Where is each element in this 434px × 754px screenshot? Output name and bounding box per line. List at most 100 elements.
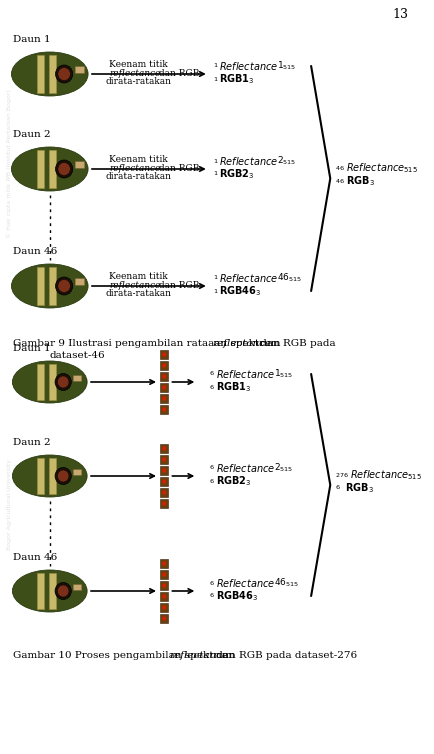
Bar <box>37 458 44 494</box>
Circle shape <box>162 374 166 379</box>
Text: $_6$: $_6$ <box>334 483 340 492</box>
Text: reflectance: reflectance <box>109 281 160 290</box>
Text: reflectance: reflectance <box>212 339 271 348</box>
Text: $\mathit{2}$$_{515}$: $\mathit{2}$$_{515}$ <box>273 461 293 474</box>
Circle shape <box>58 163 70 176</box>
Bar <box>49 267 56 305</box>
Text: $_{1}$: $_{1}$ <box>212 274 217 283</box>
Bar <box>37 364 44 400</box>
Text: dan RGB: dan RGB <box>156 69 199 78</box>
Bar <box>160 394 168 403</box>
Bar <box>49 55 56 93</box>
Circle shape <box>162 407 166 412</box>
Circle shape <box>162 363 166 368</box>
FancyBboxPatch shape <box>75 161 84 168</box>
Bar <box>160 405 168 414</box>
Text: $_{1}$: $_{1}$ <box>212 157 217 165</box>
FancyBboxPatch shape <box>75 279 84 285</box>
Text: $_{6}$: $_{6}$ <box>208 382 214 391</box>
Ellipse shape <box>13 570 87 612</box>
Text: $\mathit{Reflectance}$: $\mathit{Reflectance}$ <box>216 462 275 474</box>
Text: Daun 2: Daun 2 <box>13 438 51 447</box>
Bar <box>160 477 168 486</box>
Circle shape <box>57 376 69 388</box>
Text: $\mathit{Reflectance}$: $\mathit{Reflectance}$ <box>219 60 278 72</box>
Text: Keenam titik: Keenam titik <box>109 272 168 281</box>
Text: Daun 46: Daun 46 <box>13 553 58 562</box>
Text: $\mathit{Reflectance}_{515}$: $\mathit{Reflectance}_{515}$ <box>349 468 421 482</box>
Text: $\mathit{1}$$_{515}$: $\mathit{1}$$_{515}$ <box>276 60 295 72</box>
Bar <box>160 361 168 370</box>
Ellipse shape <box>13 361 87 403</box>
Text: Daun 1: Daun 1 <box>13 344 51 353</box>
Text: reflectance: reflectance <box>169 651 228 661</box>
Circle shape <box>162 594 166 599</box>
Bar <box>160 383 168 392</box>
Circle shape <box>57 470 69 482</box>
Text: $\mathbf{RGB46}$$_3$: $\mathbf{RGB46}$$_3$ <box>219 284 261 298</box>
Bar <box>49 573 56 609</box>
Text: 13: 13 <box>391 8 407 20</box>
Text: $_{1}$: $_{1}$ <box>212 170 217 179</box>
Text: dan RGB: dan RGB <box>156 164 199 173</box>
Bar <box>160 488 168 497</box>
FancyBboxPatch shape <box>73 470 82 475</box>
Text: $\mathbf{RGB}_3$: $\mathbf{RGB}_3$ <box>344 481 372 495</box>
Text: dirata-ratakan: dirata-ratakan <box>105 172 171 181</box>
Text: $_{1}$: $_{1}$ <box>212 75 217 84</box>
Bar <box>49 150 56 188</box>
Text: Bogor Agricultural University: Bogor Agricultural University <box>7 458 12 550</box>
Text: $\mathbf{RGB1}$$_3$: $\mathbf{RGB1}$$_3$ <box>219 72 254 86</box>
Bar <box>49 458 56 494</box>
Circle shape <box>162 605 166 610</box>
Circle shape <box>162 501 166 506</box>
Ellipse shape <box>11 147 88 191</box>
Text: reflectance: reflectance <box>109 164 160 173</box>
Circle shape <box>56 277 72 295</box>
Text: Daun 2: Daun 2 <box>13 130 51 139</box>
Circle shape <box>55 373 71 391</box>
Circle shape <box>55 467 71 485</box>
Text: $\mathit{1}$$_{515}$: $\mathit{1}$$_{515}$ <box>273 368 293 380</box>
Text: $\mathit{Reflectance}$: $\mathit{Reflectance}$ <box>219 272 278 284</box>
Text: $\mathit{46}$$_{515}$: $\mathit{46}$$_{515}$ <box>276 271 301 284</box>
Ellipse shape <box>11 52 88 96</box>
Text: $_{46}$: $_{46}$ <box>334 177 344 186</box>
Bar <box>160 581 168 590</box>
Text: $\mathit{2}$$_{515}$: $\mathit{2}$$_{515}$ <box>276 155 295 167</box>
Text: $_{1}$: $_{1}$ <box>212 287 217 296</box>
Text: $_{6}$: $_{6}$ <box>208 578 214 587</box>
Text: Daun 46: Daun 46 <box>13 247 58 256</box>
FancyBboxPatch shape <box>73 584 82 590</box>
Text: Gambar 10 Proses pengambilan spektrum: Gambar 10 Proses pengambilan spektrum <box>13 651 238 661</box>
Bar <box>37 150 44 188</box>
Circle shape <box>162 352 166 357</box>
Ellipse shape <box>13 455 87 497</box>
Text: Keenam titik: Keenam titik <box>109 155 168 164</box>
Circle shape <box>162 446 166 451</box>
Circle shape <box>162 457 166 461</box>
Text: $_{6}$: $_{6}$ <box>208 477 214 486</box>
Text: © Hak cipta milik IPB (Institut Pertanian Bogor): © Hak cipta milik IPB (Institut Pertania… <box>7 90 12 238</box>
Text: $\mathbf{RGB1}$$_3$: $\mathbf{RGB1}$$_3$ <box>216 380 251 394</box>
Text: Keenam titik: Keenam titik <box>109 60 168 69</box>
Text: $\mathbf{RGB46}$$_3$: $\mathbf{RGB46}$$_3$ <box>216 589 258 603</box>
Circle shape <box>58 280 70 293</box>
Text: $\mathbf{RGB2}$$_3$: $\mathbf{RGB2}$$_3$ <box>216 474 251 488</box>
Text: $\mathit{Reflectance}$: $\mathit{Reflectance}$ <box>216 368 275 380</box>
Circle shape <box>57 585 69 597</box>
Text: $_{1}$: $_{1}$ <box>212 62 217 71</box>
Text: dirata-ratakan: dirata-ratakan <box>105 289 171 298</box>
Text: $_{276}$: $_{276}$ <box>334 470 348 480</box>
Circle shape <box>56 65 72 83</box>
Bar <box>37 55 44 93</box>
Text: $\mathit{Reflectance}$: $\mathit{Reflectance}$ <box>216 577 275 589</box>
Bar <box>160 466 168 475</box>
Text: $\mathit{46}$$_{515}$: $\mathit{46}$$_{515}$ <box>273 577 298 589</box>
Circle shape <box>162 490 166 495</box>
Text: $_{6}$: $_{6}$ <box>208 464 214 473</box>
Bar <box>160 603 168 612</box>
Circle shape <box>162 561 166 566</box>
Text: $_{6}$: $_{6}$ <box>208 591 214 600</box>
Circle shape <box>162 397 166 400</box>
